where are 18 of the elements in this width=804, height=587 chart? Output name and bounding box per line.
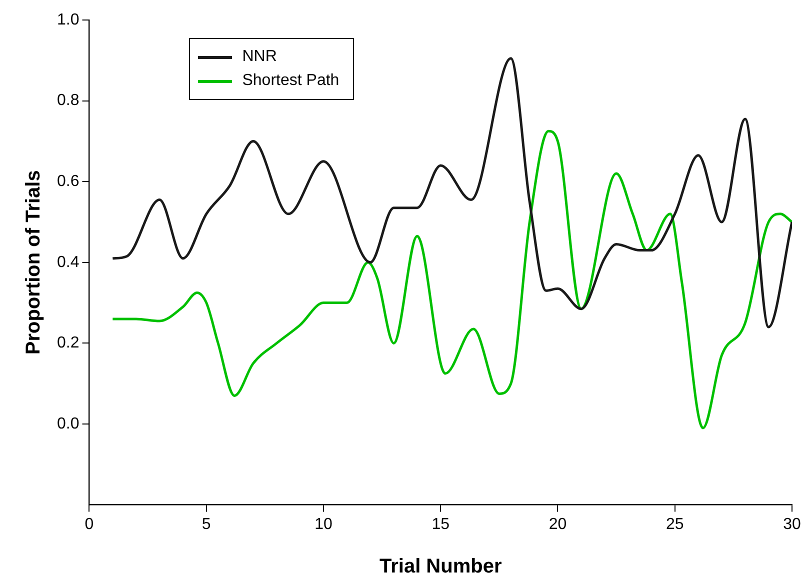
x-tick-label: 5 (202, 516, 211, 533)
y-tick-label: 1.0 (56, 11, 80, 28)
x-tick-label: 10 (314, 516, 332, 533)
legend-label: NNR (242, 48, 277, 66)
x-tick-label: 15 (432, 516, 450, 533)
legend-label: Shortest Path (242, 72, 340, 90)
line-series (111, 130, 792, 430)
y-axis-title: Proportion of Trials (22, 170, 45, 355)
x-tick-label: 30 (783, 516, 801, 533)
x-tick-label: 0 (84, 516, 94, 533)
y-tick-label: 0.8 (56, 92, 80, 110)
y-tick-label: 0.6 (56, 173, 80, 190)
x-tick-label: 25 (666, 516, 684, 533)
x-axis-title: Trial Number (379, 556, 502, 578)
y-tick-label: 0.0 (56, 415, 80, 432)
y-tick-label: 0.4 (56, 254, 80, 271)
y-tick-label: 0.2 (56, 334, 80, 352)
x-tick-label: 20 (548, 516, 567, 533)
